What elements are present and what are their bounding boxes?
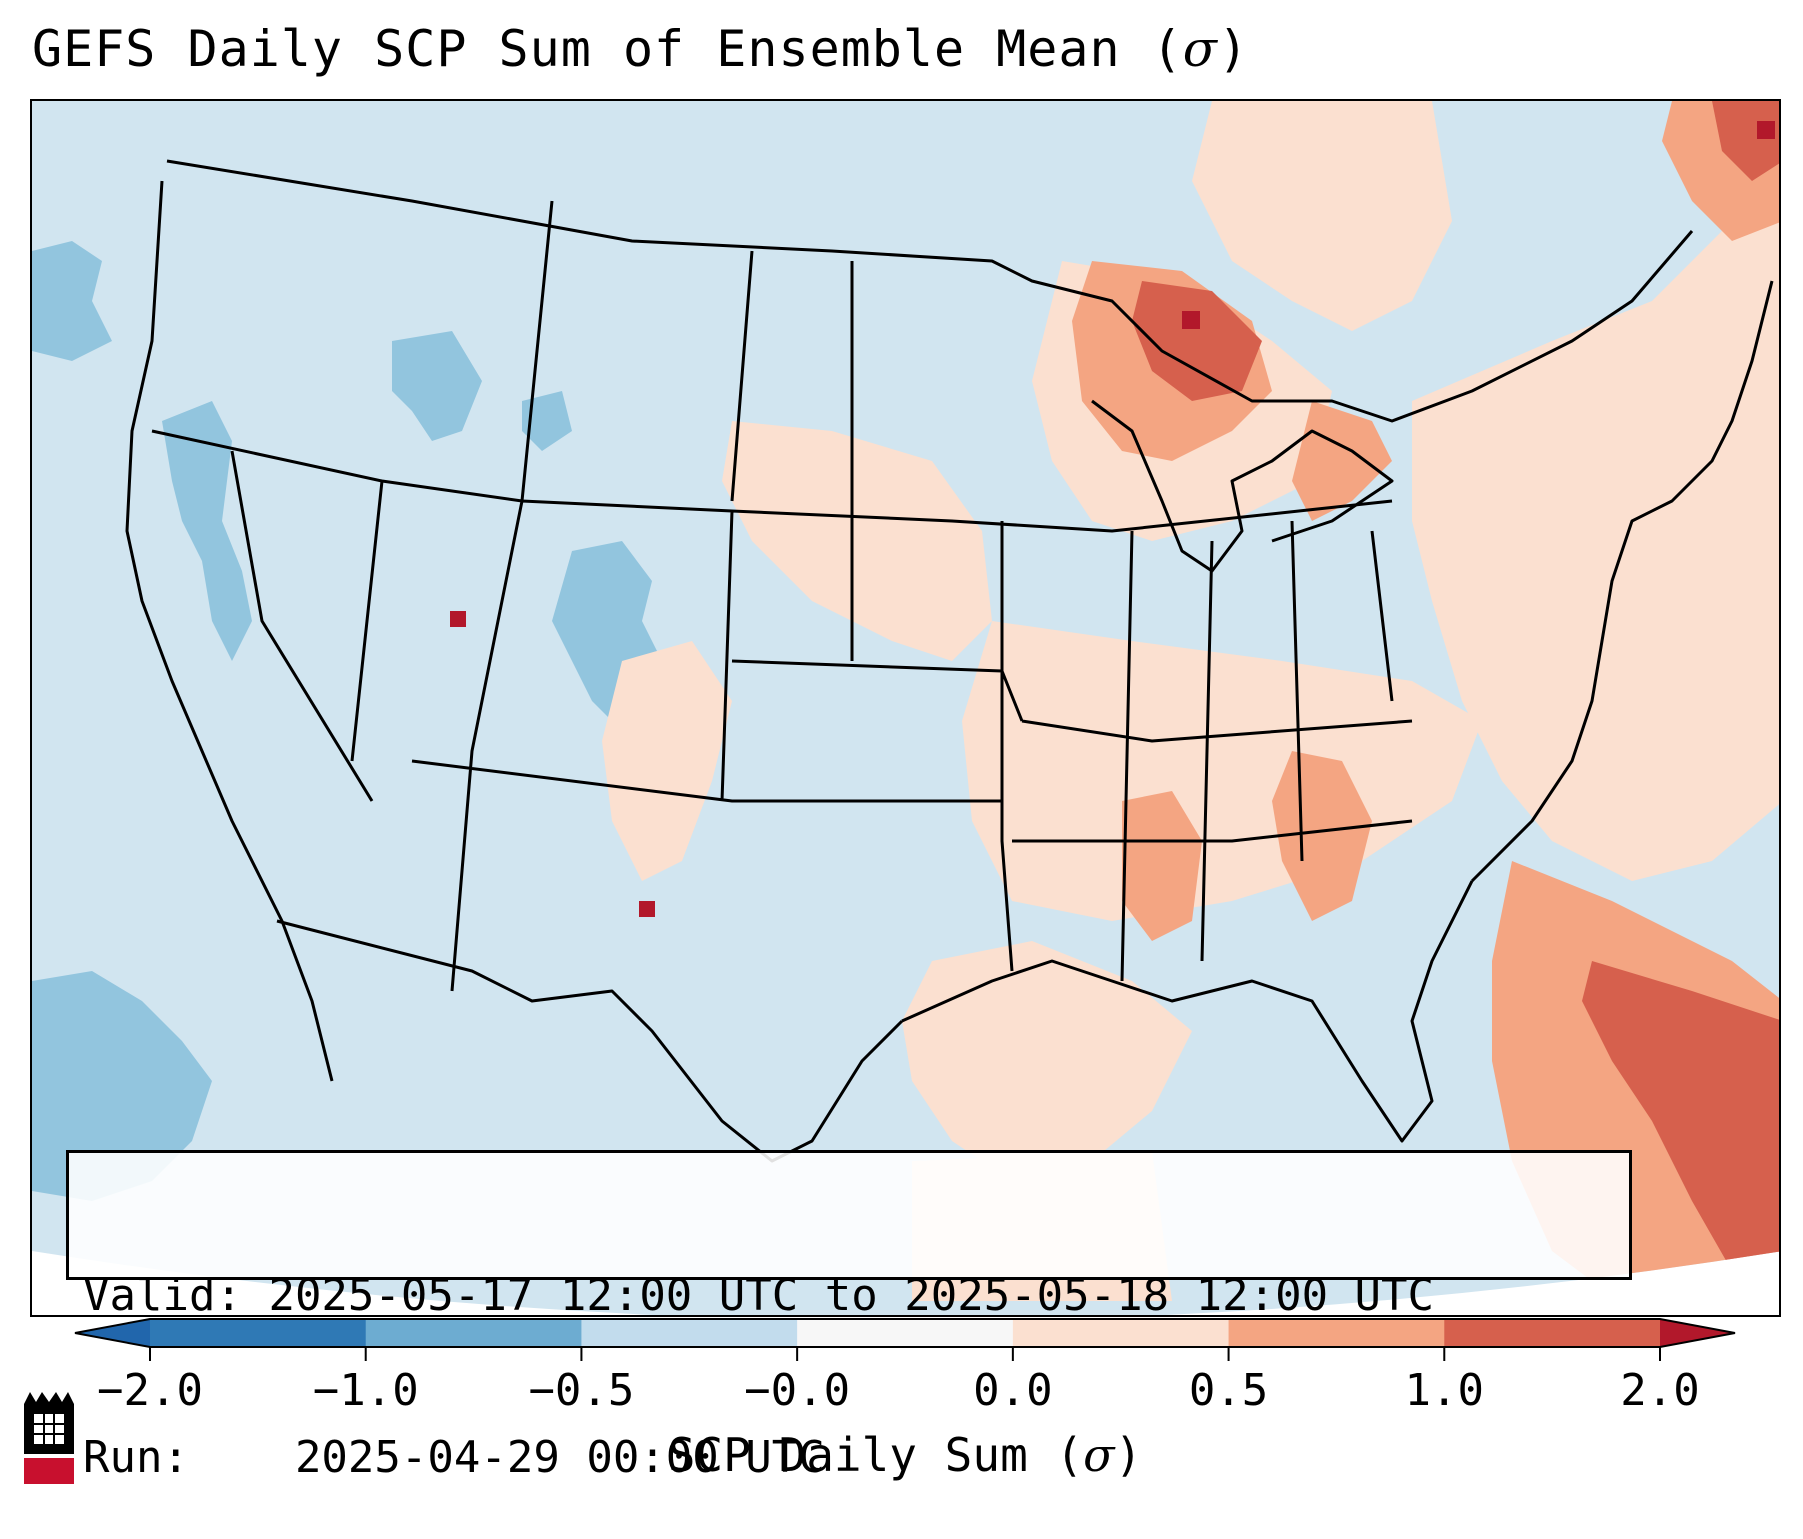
gulf-coast [901,880,1474,1143]
anomaly-atlantic-core [1582,961,1779,1271]
run-value: 2025-04-29 00:00 UTC [294,1432,825,1483]
atlantic-coast [1470,280,1774,883]
anomaly-idaho [392,331,482,441]
positive-anomaly-layer-max [450,121,1775,917]
colorbar-tick-label: 2.0 [1620,1365,1700,1416]
anomaly-pacific-nw [32,241,112,361]
anomaly-max-utah [450,611,466,627]
mexico-border [276,919,904,1163]
anomaly-ontario [1292,401,1392,521]
colorbar-tick-label: 0.0 [973,1365,1053,1416]
anomaly-gulf [902,941,1192,1181]
colorbar-tick-label: −0.5 [528,1365,635,1416]
title-sigma: σ [1182,20,1218,78]
state-lines-central [731,261,1413,982]
map-panel [30,99,1781,1317]
colorbar-tick-label: 1.0 [1404,1365,1485,1416]
anomaly-pacific-sw [32,971,212,1201]
colorbar-over-arrow [1660,1319,1735,1347]
anomaly-plains [722,421,992,661]
great-lakes-outline [1091,399,1394,573]
state-lines-west [151,200,1393,992]
colorbar-tick-label: −0.0 [744,1365,851,1416]
colorbar-tick-label: 0.5 [1188,1365,1269,1416]
boundaries-layer [125,159,1774,1163]
anomaly-max-maine [1757,121,1775,139]
colorbar-segment [1228,1319,1445,1347]
colorbar-segment [1444,1319,1661,1347]
colorbar-segment [150,1319,367,1347]
colorbar-label-close: ) [1114,1428,1143,1482]
anomaly-sierra [162,401,252,661]
niu-logo [20,1390,78,1490]
canada-us-border [166,159,1694,423]
colorbar-segment [1012,1319,1230,1347]
anomaly-southern-rockies [602,641,732,881]
colorbar-label: SCP Daily Sum (σ) [668,1428,1143,1482]
colorbar-segment [581,1319,798,1347]
map-svg [32,101,1779,1315]
title-text: GEFS Daily SCP Sum of Ensemble Mean ( [32,20,1183,78]
anomaly-upper-peninsula [1132,281,1262,401]
anomaly-east-coast [1412,201,1779,881]
colorbar-label-sigma: σ [1083,1428,1115,1482]
anomaly-max-nm [639,901,655,917]
valid-line: Valid: 2025-05-17 12:00 UTC to 2025-05-1… [83,1269,1629,1323]
colorbar-label-text: SCP Daily Sum ( [667,1428,1084,1482]
colorbar-segment [365,1319,582,1347]
niu-logo-graphic [24,1392,74,1484]
anomaly-georgia [1272,751,1372,921]
anomaly-wyoming [522,391,572,451]
anomaly-canada-east [1192,101,1452,331]
run-line: Run: 2025-04-29 00:00 UTC [83,1431,1629,1485]
valid-value: 2025-05-17 12:00 UTC to 2025-05-18 12:00… [268,1270,1435,1321]
anomaly-max-michigan [1182,311,1200,329]
run-label: Run: [83,1432,189,1483]
west-coast [125,180,334,1082]
anomaly-mississippi [1122,791,1202,941]
colorbar-segment [797,1319,1014,1347]
colorbar-tick-label: −1.0 [312,1365,419,1416]
colorbar-under-arrow [75,1319,150,1347]
colorbar-svg [74,1318,1736,1361]
colorbar [70,1318,1740,1364]
valid-label: Valid: [83,1270,242,1321]
colorbar-tick-label: −2.0 [97,1365,203,1416]
validity-info-box: Valid: 2025-05-17 12:00 UTC to 2025-05-1… [66,1150,1632,1483]
title-close: ) [1217,20,1250,78]
chart-title: GEFS Daily SCP Sum of Ensemble Mean (σ) [32,20,1249,78]
